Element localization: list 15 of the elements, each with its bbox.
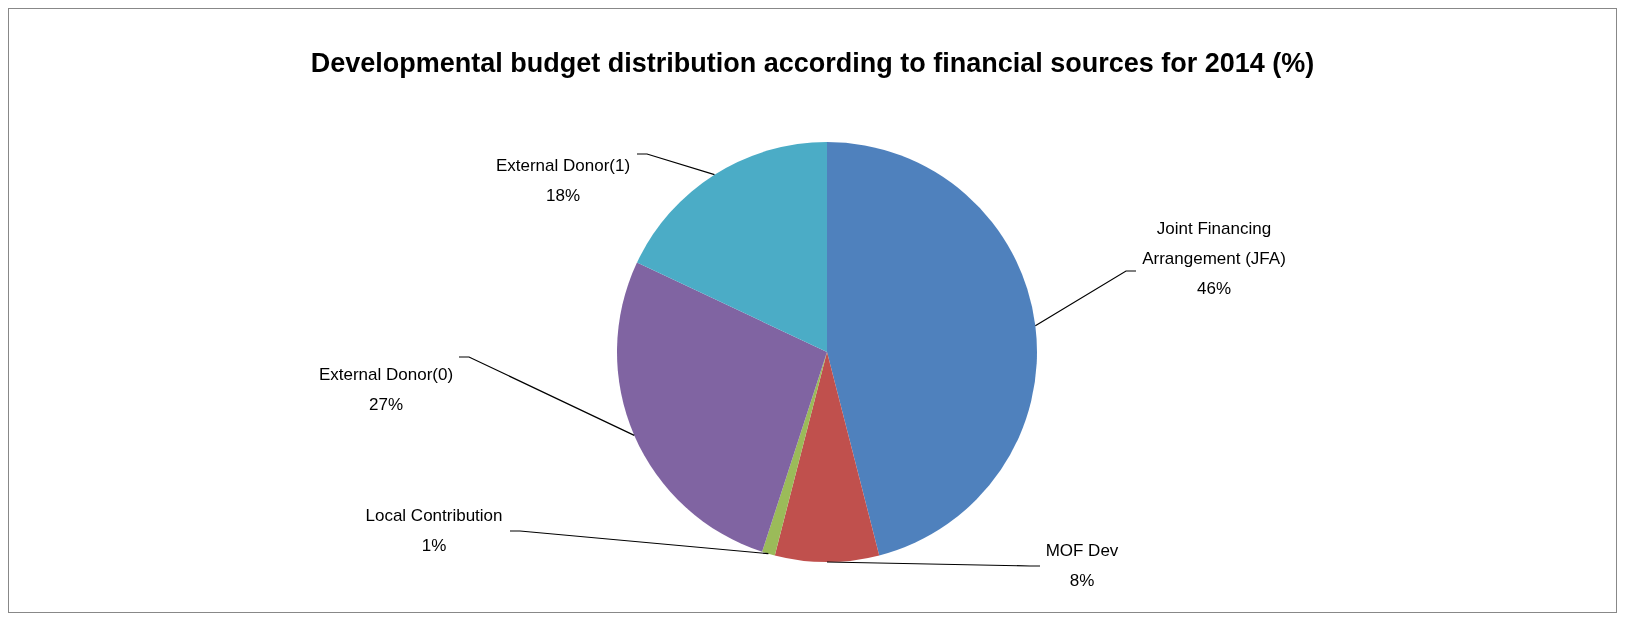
data-label: 46% xyxy=(1196,279,1232,298)
pie-slice xyxy=(774,352,880,562)
slice-label: Local Contribution xyxy=(365,506,503,525)
pie-slice xyxy=(636,142,827,352)
slice-label: Joint Financing Arrangement (JFA) xyxy=(1142,219,1286,268)
slice-label: External Donor(0) xyxy=(318,365,454,384)
data-label: 1% xyxy=(421,536,447,555)
pie-slice xyxy=(617,262,827,552)
data-label: 8% xyxy=(1069,571,1095,590)
data-label: 27% xyxy=(368,395,404,414)
data-label: 18% xyxy=(545,186,581,205)
pie-slice xyxy=(827,142,1037,556)
slice-label: External Donor(1) xyxy=(495,156,631,175)
chart-title: Developmental budget distribution according to financial sources for 2014 (%) xyxy=(310,48,1315,78)
slice-label: MOF Dev xyxy=(1045,541,1119,560)
